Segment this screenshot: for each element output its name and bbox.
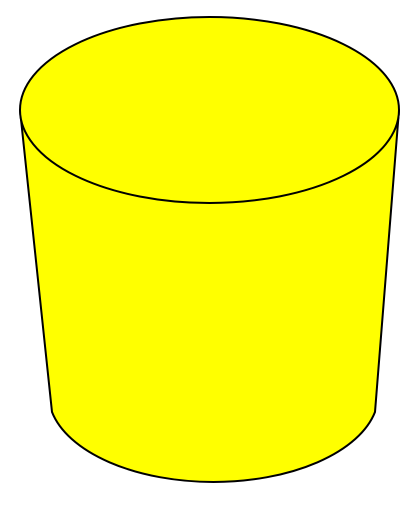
cylinder-shape	[19, 16, 400, 483]
cylinder-top-face	[19, 16, 400, 204]
cylinder-body	[19, 109, 400, 483]
